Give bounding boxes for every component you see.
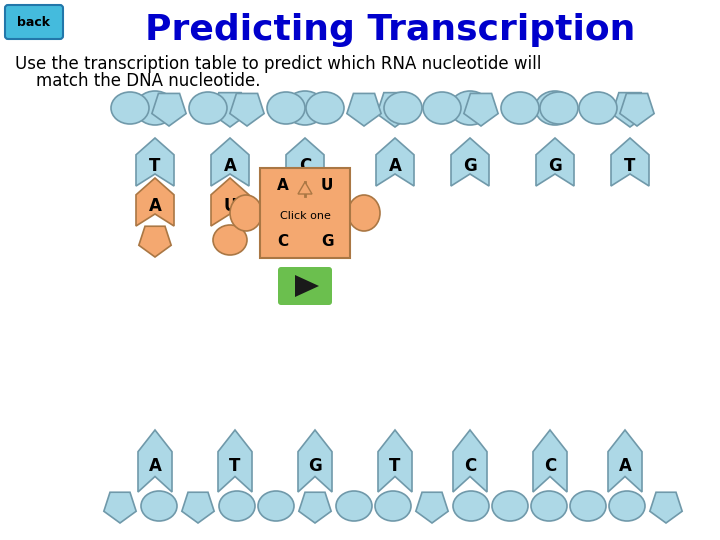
Ellipse shape [531, 491, 567, 521]
Text: G: G [548, 157, 562, 175]
Polygon shape [377, 93, 413, 127]
Polygon shape [451, 138, 489, 186]
Polygon shape [533, 430, 567, 492]
Polygon shape [298, 182, 312, 194]
Text: A: A [277, 179, 289, 193]
Ellipse shape [348, 195, 380, 231]
Ellipse shape [453, 491, 489, 521]
Text: C: C [277, 234, 289, 249]
Text: A: A [618, 457, 631, 475]
Text: Use the transcription table to predict which RNA nucleotide will: Use the transcription table to predict w… [15, 55, 541, 73]
Text: C: C [464, 457, 476, 475]
Ellipse shape [375, 491, 411, 521]
Ellipse shape [450, 91, 490, 125]
Polygon shape [182, 492, 214, 523]
Text: A: A [389, 157, 402, 175]
Polygon shape [453, 430, 487, 492]
Ellipse shape [219, 491, 255, 521]
Ellipse shape [230, 195, 262, 231]
Ellipse shape [492, 491, 528, 521]
Ellipse shape [609, 491, 645, 521]
Ellipse shape [285, 91, 325, 125]
Text: G: G [308, 457, 322, 475]
Text: T: T [149, 157, 161, 175]
Polygon shape [378, 430, 412, 492]
Text: C: C [299, 157, 311, 175]
Polygon shape [136, 178, 174, 226]
Text: U: U [321, 179, 333, 193]
Polygon shape [309, 226, 341, 257]
Ellipse shape [336, 491, 372, 521]
Ellipse shape [535, 91, 575, 125]
Ellipse shape [268, 225, 302, 255]
Text: T: T [390, 457, 401, 475]
Polygon shape [218, 430, 252, 492]
Polygon shape [211, 178, 249, 226]
Ellipse shape [423, 92, 461, 124]
Ellipse shape [267, 92, 305, 124]
Ellipse shape [579, 92, 617, 124]
Ellipse shape [306, 92, 344, 124]
Polygon shape [650, 492, 682, 523]
Polygon shape [611, 138, 649, 186]
Polygon shape [620, 93, 654, 126]
Polygon shape [138, 430, 172, 492]
Ellipse shape [213, 225, 247, 255]
FancyBboxPatch shape [278, 267, 332, 305]
Polygon shape [608, 430, 642, 492]
Ellipse shape [141, 491, 177, 521]
Ellipse shape [189, 92, 227, 124]
Polygon shape [139, 226, 171, 257]
Ellipse shape [384, 92, 422, 124]
Text: G: G [463, 157, 477, 175]
Polygon shape [230, 93, 264, 126]
Text: C: C [544, 457, 556, 475]
Polygon shape [286, 138, 324, 186]
Polygon shape [136, 138, 174, 186]
Text: match the DNA nucleotide.: match the DNA nucleotide. [15, 72, 261, 90]
Polygon shape [376, 138, 414, 186]
Ellipse shape [501, 92, 539, 124]
Text: G: G [320, 234, 333, 249]
Polygon shape [211, 138, 249, 186]
Polygon shape [298, 430, 332, 492]
Text: U: U [223, 197, 237, 215]
Polygon shape [299, 492, 331, 523]
Text: A: A [224, 157, 236, 175]
Text: T: T [624, 157, 636, 175]
Ellipse shape [135, 91, 175, 125]
Text: Click one: Click one [279, 211, 330, 221]
Ellipse shape [540, 92, 578, 124]
Polygon shape [464, 93, 498, 126]
Text: A: A [148, 457, 161, 475]
Text: back: back [17, 16, 50, 29]
FancyBboxPatch shape [5, 5, 63, 39]
Ellipse shape [258, 491, 294, 521]
Polygon shape [152, 93, 186, 126]
Polygon shape [416, 492, 448, 523]
Text: T: T [229, 457, 240, 475]
Polygon shape [104, 492, 136, 523]
Polygon shape [295, 275, 319, 297]
Polygon shape [212, 93, 248, 127]
Ellipse shape [111, 92, 149, 124]
Polygon shape [612, 93, 648, 127]
Text: Predicting Transcription: Predicting Transcription [145, 13, 635, 47]
Ellipse shape [570, 491, 606, 521]
Polygon shape [536, 138, 574, 186]
Polygon shape [347, 93, 381, 126]
Text: A: A [148, 197, 161, 215]
FancyBboxPatch shape [260, 168, 350, 258]
